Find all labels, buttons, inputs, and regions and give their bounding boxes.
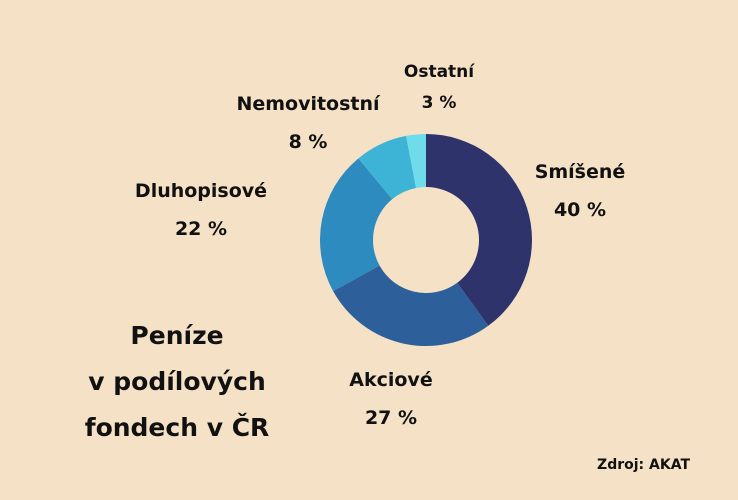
donut-slices <box>320 134 532 346</box>
slice-smisene <box>426 134 532 326</box>
slice-ostatni <box>406 134 426 188</box>
slice-dluhopisove <box>320 158 393 292</box>
label-dluhopisove: Dluhopisové <box>135 180 267 202</box>
value-ostatni: 3 % <box>422 93 457 113</box>
chart-title-line-1: Peníze <box>130 321 223 350</box>
slice-akciove <box>333 265 489 346</box>
source-note: Zdroj: AKAT <box>597 457 690 473</box>
slice-nemovitostni <box>358 135 417 200</box>
value-smisene: 40 % <box>554 199 606 221</box>
label-smisene: Smíšené <box>535 161 626 183</box>
label-nemovitostni: Nemovitostní <box>236 93 381 115</box>
chart-title-line-3: fondech v ČR <box>85 412 270 442</box>
value-akciove: 27 % <box>365 407 417 429</box>
value-dluhopisove: 22 % <box>175 218 227 240</box>
label-akciove: Akciové <box>349 369 432 391</box>
label-ostatni: Ostatní <box>404 62 475 82</box>
value-nemovitostni: 8 % <box>289 131 328 153</box>
chart-title-line-2: v podílových <box>88 367 266 396</box>
